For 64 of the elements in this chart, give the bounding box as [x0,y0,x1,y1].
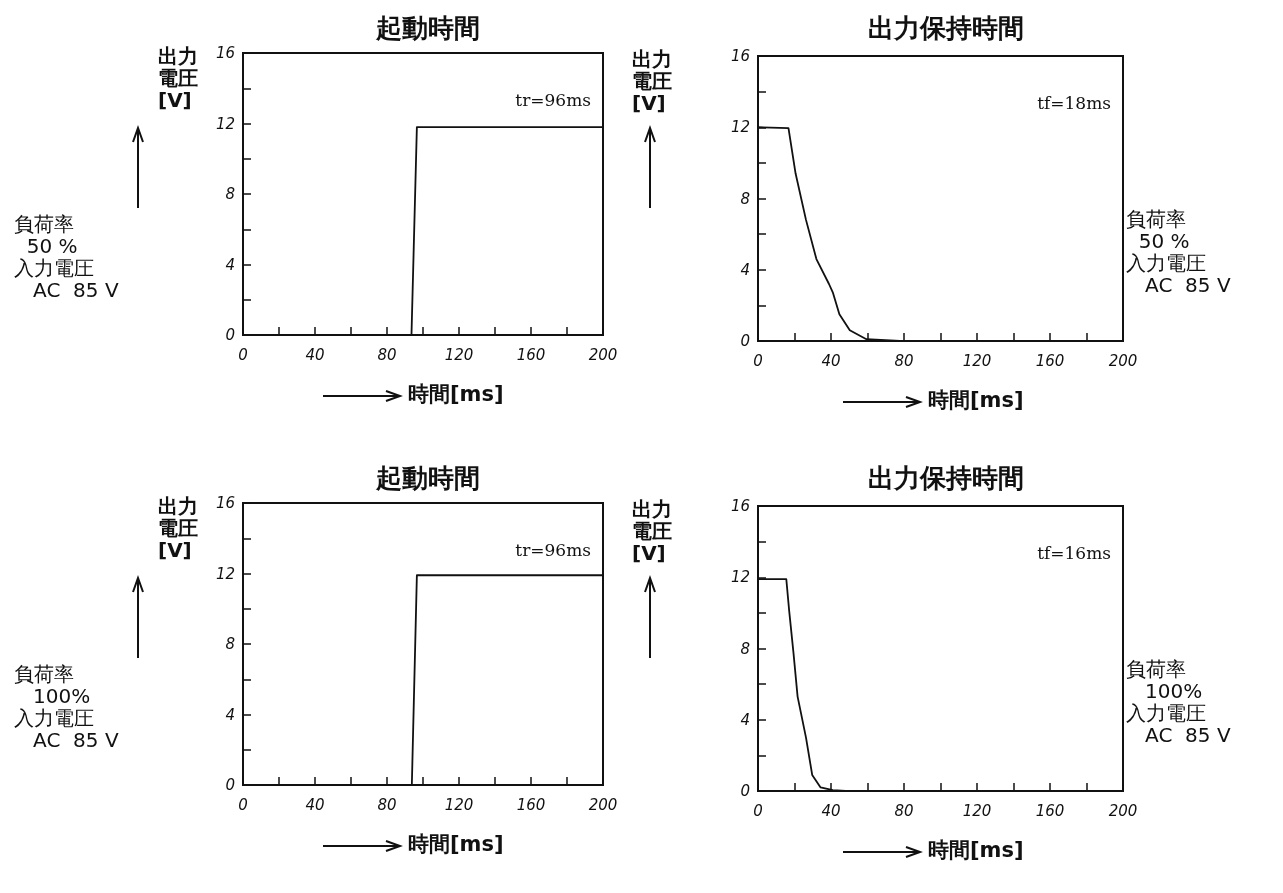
y-tick-label: 16 [730,47,750,65]
x-tick-label: 0 [753,801,763,820]
x-tick-label: 160 [1035,801,1065,820]
x-tick-label: 80 [894,351,914,370]
x-tick-label: 40 [821,351,841,370]
y-tick-label: 8 [225,185,235,203]
y-tick-label: 0 [740,782,750,800]
annotation: tr=96ms [515,539,591,560]
y-tick-label: 16 [215,494,235,512]
y-tick-label: 12 [730,118,750,137]
text: 負荷率 50 % 入力電圧 AC 85 V [14,212,119,302]
x-tick-label: 160 [516,345,546,364]
y-axis-title: 出力電圧[V] [632,497,672,565]
y-tick-label: 12 [215,564,235,583]
x-tick-label: 40 [305,345,325,364]
x-tick-label: 0 [753,351,763,370]
chart-title: 起動時間 [375,13,480,43]
x-axis-title: 時間[ms] [408,831,504,856]
x-tick-label: 0 [238,345,248,364]
text: 負荷率 100% 入力電圧 AC 85 V [1126,657,1231,747]
x-tick-label: 120 [444,345,474,364]
y-tick-label: 4 [740,710,750,729]
y-tick-label: 0 [740,332,750,350]
annotation: tr=96ms [515,89,591,110]
x-tick-label: 200 [1108,801,1138,820]
x-axis-title: 時間[ms] [928,387,1024,412]
y-axis-title: 出力電圧[V] [632,47,672,115]
x-tick-label: 80 [894,801,914,820]
x-tick-label: 120 [962,801,992,820]
y-tick-label: 0 [225,776,235,794]
x-tick-label: 40 [305,795,325,814]
y-tick-label: 12 [730,568,750,587]
annotation: tf=18ms [1037,92,1111,113]
y-tick-label: 4 [225,705,235,724]
x-tick-label: 80 [377,345,397,364]
y-tick-label: 8 [740,639,750,658]
y-tick-label: 4 [225,255,235,274]
annotation: tf=16ms [1037,542,1111,563]
chart-title: 出力保持時間 [867,13,1024,43]
y-axis-title: 出力電圧[V] [158,494,198,562]
x-tick-label: 0 [238,795,248,814]
x-axis-title: 時間[ms] [408,381,504,406]
x-tick-label: 120 [962,351,992,370]
x-tick-label: 200 [588,345,618,364]
y-tick-label: 4 [740,260,750,279]
x-tick-label: 200 [588,795,618,814]
x-tick-label: 160 [516,795,546,814]
y-axis-title: 出力電圧[V] [158,44,198,112]
y-tick-label: 0 [225,326,235,344]
chart-title: 起動時間 [375,463,480,493]
text: 負荷率 50 % 入力電圧 AC 85 V [1126,207,1231,297]
x-tick-label: 200 [1108,351,1138,370]
y-tick-label: 16 [215,44,235,62]
text: 負荷率 100% 入力電圧 AC 85 V [14,662,119,752]
y-tick-label: 16 [730,497,750,515]
x-tick-label: 160 [1035,351,1065,370]
y-tick-label: 12 [215,114,235,133]
x-axis-title: 時間[ms] [928,837,1024,862]
x-tick-label: 120 [444,795,474,814]
x-tick-label: 40 [821,801,841,820]
x-tick-label: 80 [377,795,397,814]
y-tick-label: 8 [225,635,235,653]
chart-title: 出力保持時間 [867,463,1024,493]
y-tick-label: 8 [740,189,750,208]
